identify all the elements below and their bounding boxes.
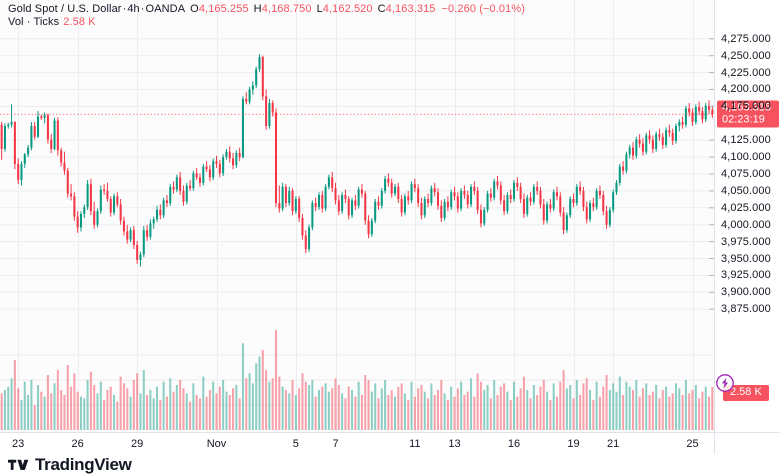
price-axis-tick: 3,925.000 (721, 269, 771, 282)
time-axis-tick: 26 (71, 438, 84, 450)
candlestick-series (0, 54, 714, 430)
price-axis-tick: 4,250.000 (721, 49, 771, 62)
price-axis[interactable]: 4,163.315 02:23:19 2.58 K 4,275.000 4,250… (714, 0, 780, 432)
price-axis-tick: 3,875.000 (721, 303, 771, 316)
chart-gridlines (0, 0, 714, 432)
tradingview-branding[interactable]: TradingView (8, 456, 132, 473)
time-axis-tick: 16 (507, 438, 521, 450)
price-axis-tick: 3,975.000 (721, 235, 771, 248)
time-axis[interactable]: 232629Nov5711131619212527 (0, 432, 714, 455)
time-axis-tick: Nov (206, 438, 227, 450)
tradingview-logo-icon (8, 459, 29, 470)
time-axis-tick: 29 (131, 438, 144, 450)
price-axis-tick: 3,900.000 (721, 286, 771, 299)
price-axis-tick: 4,100.000 (721, 151, 771, 164)
price-axis-tick: 4,000.000 (721, 218, 771, 231)
time-axis-tick: 21 (607, 438, 620, 450)
price-axis-tick: 4,125.000 (721, 134, 771, 147)
price-axis-tick: 4,175.000 (721, 100, 771, 113)
price-axis-tick: 4,050.000 (721, 184, 771, 197)
lightning-bolt-icon[interactable] (715, 373, 735, 393)
time-axis-tick: 19 (567, 438, 580, 450)
current-price-value: 4,163.315 (722, 101, 771, 114)
price-axis-tick: 4,075.000 (721, 168, 771, 180)
time-axis-tick: 23 (12, 438, 25, 450)
time-axis-tick: 7 (332, 438, 339, 450)
time-axis-tick: 25 (686, 438, 699, 450)
time-axis-tick: 5 (292, 438, 299, 450)
price-axis-tick: 4,200.000 (721, 83, 771, 96)
tradingview-wordmark: TradingView (35, 455, 132, 474)
price-axis-tick: 4,025.000 (721, 201, 771, 214)
volume-value-badge[interactable]: 2.58 K (723, 385, 769, 401)
chart-plot-area[interactable] (0, 0, 714, 432)
time-axis-tick: 11 (409, 438, 421, 450)
price-line-overlay (0, 38, 714, 310)
price-axis-tick: 3,950.000 (721, 252, 771, 265)
price-axis-tick: 4,225.000 (721, 66, 771, 79)
realtime-lightning-icon[interactable] (715, 373, 735, 398)
bar-countdown-timer: 02:23:19 (722, 113, 765, 126)
time-axis-tick: 13 (448, 438, 461, 450)
current-price-badge[interactable]: 4,163.315 02:23:19 (717, 100, 779, 128)
price-axis-tick: 4,275.000 (721, 32, 771, 45)
axis-corner (714, 432, 780, 454)
